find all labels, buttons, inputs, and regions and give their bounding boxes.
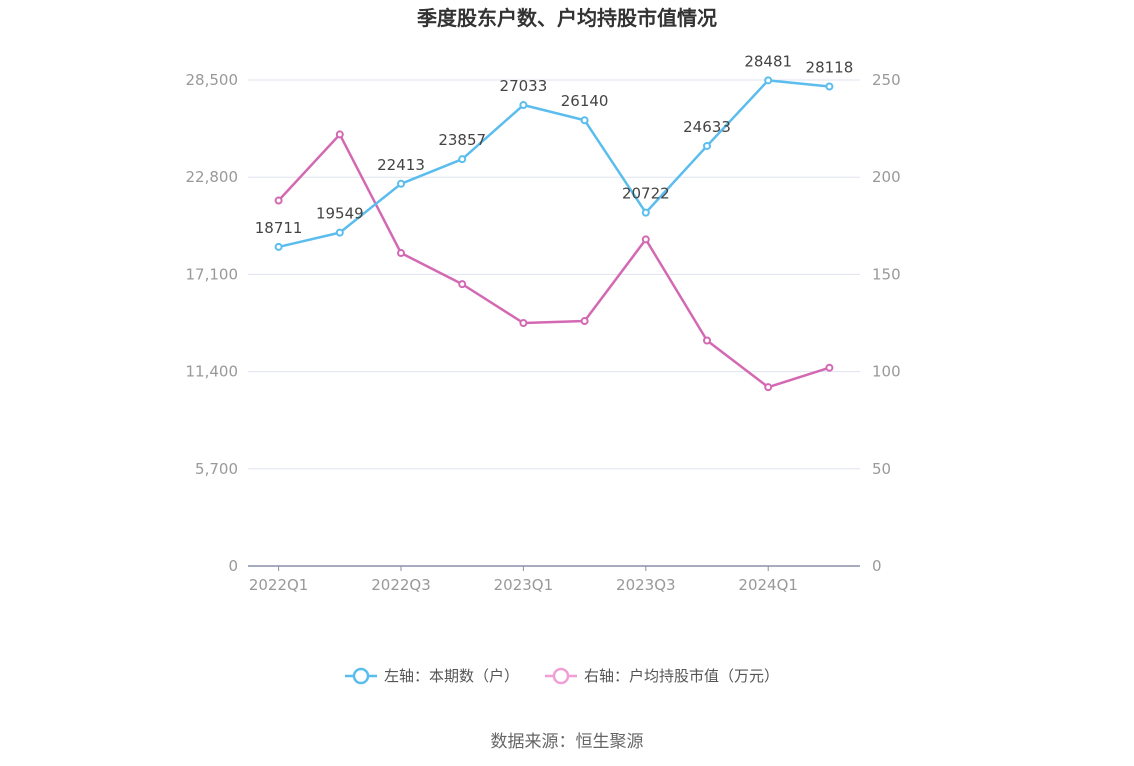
x-axis-tick-label: 2022Q3 bbox=[371, 576, 431, 594]
grid-lines bbox=[248, 79, 860, 470]
data-point bbox=[703, 141, 711, 150]
axes: 0 0 5,700 50 11,400 100 17,100 150 22,800 200 28,5… bbox=[186, 71, 901, 594]
right-axis-tick-label: 200 bbox=[872, 168, 901, 186]
data-point bbox=[335, 228, 344, 237]
right-axis-tick-label: 100 bbox=[872, 363, 901, 381]
data-point bbox=[825, 363, 834, 372]
left-axis-tick-label: 17,100 bbox=[186, 265, 239, 283]
left-axis-tick-label: 22,800 bbox=[186, 168, 239, 186]
series-line bbox=[277, 133, 830, 389]
legend-label: 左轴：本期数（户） bbox=[384, 667, 519, 685]
right-axis-tick-label: 50 bbox=[872, 460, 891, 478]
series-line bbox=[278, 79, 830, 249]
data-point bbox=[825, 82, 834, 91]
data-point bbox=[764, 76, 773, 85]
data-point bbox=[580, 317, 589, 326]
x-axis-tick-label: 2023Q3 bbox=[616, 576, 676, 594]
legend-marker bbox=[352, 667, 370, 685]
data-label: 27033 bbox=[500, 77, 548, 95]
data-labels: 18711 19549 22413 23857 27033 26140 20722 24633… bbox=[255, 52, 854, 237]
data-point bbox=[274, 242, 283, 251]
legend-item: 左轴：本期数（户） bbox=[345, 667, 519, 685]
x-axis-tick-label: 2022Q1 bbox=[249, 576, 309, 594]
left-axis-tick-label: 0 bbox=[228, 557, 238, 575]
legend: 左轴：本期数（户） 右轴：户均持股市值（万元） bbox=[345, 667, 779, 685]
left-axis-tick-label: 28,500 bbox=[186, 71, 239, 89]
data-point bbox=[703, 336, 711, 345]
series-lines bbox=[274, 76, 834, 392]
left-axis-tick-label: 11,400 bbox=[186, 363, 239, 381]
right-axis-tick-label: 250 bbox=[872, 71, 901, 89]
data-point bbox=[397, 249, 405, 258]
data-point bbox=[397, 179, 405, 188]
data-point bbox=[519, 101, 528, 110]
right-axis-tick-label: 0 bbox=[872, 557, 882, 575]
chart-title: 季度股东户数、户均持股市值情况 bbox=[416, 6, 717, 30]
data-label: 18711 bbox=[255, 219, 303, 237]
x-axis-tick-label: 2023Q1 bbox=[494, 576, 554, 594]
data-point bbox=[764, 383, 773, 392]
data-label: 22413 bbox=[377, 156, 425, 174]
legend-item: 右轴：户均持股市值（万元） bbox=[545, 667, 779, 685]
left-axis-tick-label: 5,700 bbox=[195, 460, 238, 478]
data-label: 23857 bbox=[438, 131, 486, 149]
data-point bbox=[580, 116, 589, 125]
x-axis-tick-label: 2024Q1 bbox=[738, 576, 798, 594]
legend-marker bbox=[552, 667, 570, 685]
data-point bbox=[458, 280, 467, 289]
right-axis-tick-label: 150 bbox=[872, 265, 901, 283]
data-point bbox=[641, 235, 650, 244]
data-point bbox=[274, 196, 283, 205]
data-label: 26140 bbox=[561, 92, 609, 110]
data-point bbox=[519, 319, 528, 327]
data-label: 28481 bbox=[744, 52, 792, 70]
legend-label: 右轴：户均持股市值（万元） bbox=[584, 667, 779, 685]
data-label: 20722 bbox=[622, 185, 670, 203]
source-note: 数据来源：恒生聚源 bbox=[491, 732, 644, 752]
data-label: 28118 bbox=[806, 59, 854, 77]
data-point bbox=[641, 208, 650, 217]
data-label: 19549 bbox=[316, 205, 364, 223]
data-label: 24633 bbox=[683, 118, 731, 136]
data-point bbox=[335, 130, 344, 139]
data-point bbox=[458, 155, 467, 164]
